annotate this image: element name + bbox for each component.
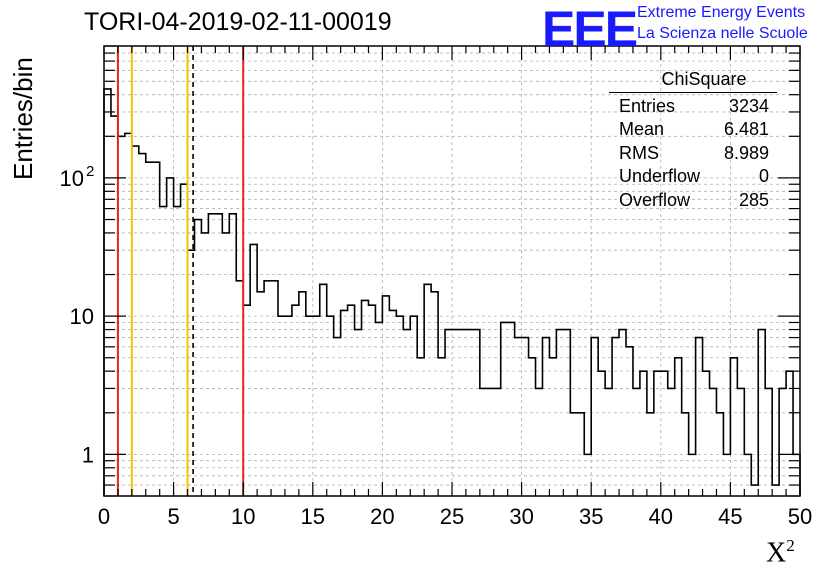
y-tick-label: 1 — [82, 442, 94, 467]
x-tick-label: 15 — [301, 504, 325, 529]
y-tick-label-exponent: 2 — [86, 163, 94, 180]
stats-label: Mean — [619, 119, 665, 139]
stats-value: 285 — [738, 189, 769, 210]
histogram-outline — [103, 88, 801, 496]
x-tick-label: 30 — [509, 504, 533, 529]
reference-lines — [116, 46, 245, 496]
stats-row: RMS 8.989 — [609, 142, 777, 166]
stats-label: Entries — [619, 95, 676, 116]
stats-label: Overflow — [619, 189, 691, 210]
x-tick-label: 50 — [788, 504, 812, 529]
stats-row: Entries 3234 — [609, 95, 777, 119]
stats-row: Overflow 285 — [609, 189, 777, 213]
logo-line-1: Extreme Energy Events — [637, 4, 806, 21]
x-tick-label: 0 — [98, 504, 110, 529]
x-tick-label: 35 — [579, 504, 603, 529]
x-axis-label: X2 — [766, 536, 795, 569]
chart-title: TORI-04-2019-02-11-00019 — [84, 8, 392, 36]
y-tick-label: 10 — [60, 166, 84, 191]
x-tick-label: 20 — [370, 504, 394, 529]
x-tick-label: 40 — [649, 504, 673, 529]
y-tick-label: 10 — [70, 304, 94, 329]
x-axis-label-base: X — [766, 537, 787, 569]
x-tick-label: 10 — [231, 504, 255, 529]
histogram-bars — [103, 88, 801, 496]
stats-label: Underflow — [619, 166, 701, 186]
stats-value: 8.989 — [723, 142, 769, 163]
x-tick-label: 25 — [440, 504, 464, 529]
stats-value: 0 — [758, 166, 769, 186]
x-tick-label: 45 — [718, 504, 742, 529]
eee-logo-text: Extreme Energy Events La Scienza nelle S… — [637, 2, 808, 44]
stats-value: 3234 — [728, 95, 769, 116]
x-tick-label: 5 — [167, 504, 179, 529]
stats-value: 6.481 — [723, 119, 769, 139]
stats-label: RMS — [619, 142, 659, 163]
logo-line-2: La Scienza nelle Scuole — [637, 25, 808, 42]
stats-row: Underflow 0 — [609, 165, 777, 189]
stats-title: ChiSquare — [609, 68, 777, 93]
y-axis-label: Entries/bin — [8, 57, 38, 180]
stats-box: ChiSquare Entries 3234 Mean 6.481 RMS 8.989… — [609, 68, 777, 212]
axis-ticks — [103, 45, 801, 497]
eee-logo: EEE — [542, 1, 638, 57]
stats-row: Mean 6.481 — [609, 118, 777, 142]
x-axis-label-sup: 2 — [786, 536, 795, 555]
